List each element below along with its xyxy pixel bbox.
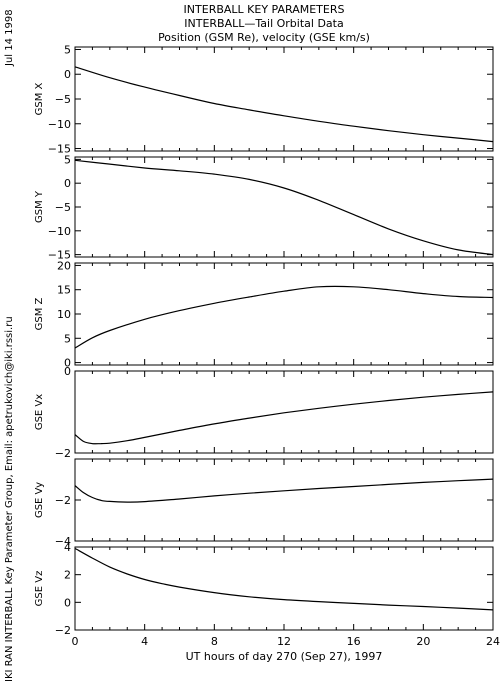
series-line <box>74 391 494 445</box>
panel-frame <box>74 370 494 454</box>
panel-frame <box>74 156 494 258</box>
series-line <box>74 285 494 349</box>
series-line <box>74 159 494 256</box>
y-tick-label: 10 <box>57 308 71 321</box>
y-axis-label: GSM X <box>34 82 45 115</box>
date-stamp: Jul 14 1998 <box>4 9 15 67</box>
series-line <box>74 478 494 503</box>
x-tick-label: 16 <box>347 635 361 648</box>
y-tick-label: 0 <box>64 596 71 609</box>
series-line <box>74 547 494 611</box>
x-tick-label: 12 <box>277 635 291 648</box>
x-tick-label: 4 <box>141 635 148 648</box>
y-axis-label: GSE Vx <box>34 394 45 430</box>
chart-title-line-2: INTERBALL—Tail Orbital Data <box>184 17 343 30</box>
y-tick-label: 5 <box>64 153 71 166</box>
panel-2: 5 0 −5 −10 −15 GSM Y <box>34 153 494 262</box>
y-tick-label: −15 <box>48 249 71 262</box>
panel-6: 4 2 0 −2 GSE Vz <box>34 541 494 637</box>
x-tick-label: 0 <box>72 635 79 648</box>
y-tick-label: 0 <box>64 357 71 370</box>
y-tick-label: −2 <box>55 494 71 507</box>
series-line <box>74 66 494 143</box>
panel-1: 5 0 −5 −10 −15 GSM X <box>34 43 494 156</box>
y-tick-label: −4 <box>55 535 71 548</box>
panel-frame <box>74 458 494 542</box>
y-tick-label: −5 <box>55 201 71 214</box>
panel-3: 20 15 10 5 0 GSM Z <box>34 259 494 370</box>
y-axis-label: GSE Vz <box>34 571 45 607</box>
x-tick-label: 24 <box>486 635 500 648</box>
y-tick-label: 0 <box>64 68 71 81</box>
y-tick-label: 15 <box>57 284 71 297</box>
panel-5: −2 −4 GSE Vy <box>34 458 494 548</box>
y-tick-label: 0 <box>64 365 71 378</box>
y-tick-label: −5 <box>55 93 71 106</box>
y-tick-label: 2 <box>64 569 71 582</box>
y-axis-label: GSM Z <box>34 297 45 330</box>
y-tick-label: 0 <box>64 177 71 190</box>
y-tick-label: 20 <box>57 259 71 272</box>
y-tick-label: −10 <box>48 225 71 238</box>
credit-line: IKI RAN INTERBALL Key Parameter Group, E… <box>4 316 15 682</box>
y-tick-label: −10 <box>48 118 71 131</box>
x-tick-label: 8 <box>211 635 218 648</box>
x-axis-label: UT hours of day 270 (Sep 27), 1997 <box>186 650 383 663</box>
chart-title-line-1: INTERBALL KEY PARAMETERS <box>184 3 345 16</box>
panel-4: 0 −2 GSE Vx <box>34 365 494 460</box>
y-axis-label: GSE Vy <box>34 482 45 518</box>
chart-title-line-3: Position (GSM Re), velocity (GSE km/s) <box>158 31 370 44</box>
y-tick-label: 4 <box>64 541 71 554</box>
panel-frame <box>74 262 494 366</box>
x-tick-label: 20 <box>416 635 430 648</box>
y-axis-label: GSM Y <box>34 190 45 223</box>
panel-frame <box>74 546 494 631</box>
y-tick-label: −2 <box>55 447 71 460</box>
y-tick-label: −2 <box>55 624 71 637</box>
y-tick-label: 5 <box>64 43 71 56</box>
y-tick-label: 5 <box>64 332 71 345</box>
y-tick-label: −15 <box>48 143 71 156</box>
